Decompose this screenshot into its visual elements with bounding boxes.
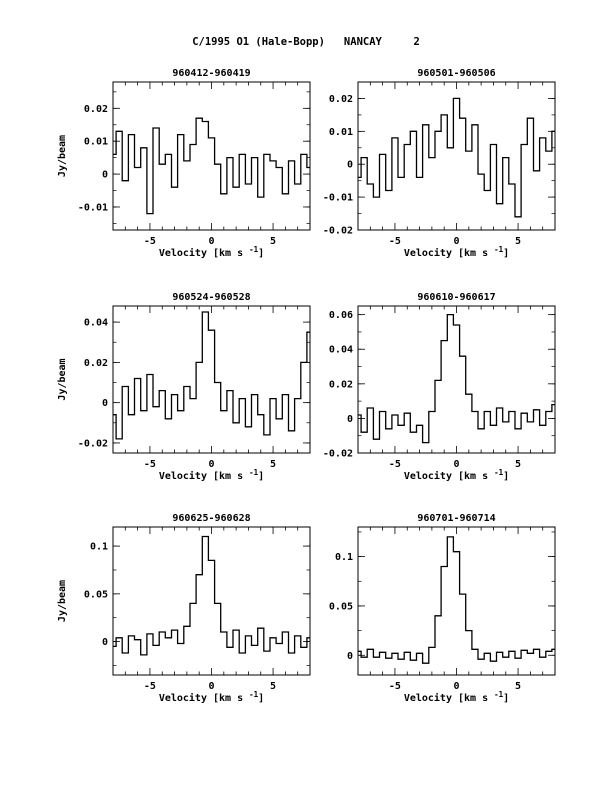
plot-frame: [112, 526, 311, 676]
y-tick-label: -0.01: [323, 193, 353, 204]
x-tick-label: -5: [389, 681, 401, 692]
spectrum-line: [113, 535, 310, 656]
y-tick-label: 0.06: [329, 310, 353, 321]
x-axis-label: Velocity [km s -1]: [404, 245, 509, 259]
spectrum-panel-2: 960501-960506 -5 0 5 -0.02 -0.01 0 0.01 0.02 Velo…: [323, 68, 556, 259]
x-axis-label: Velocity [km s -1]: [404, 468, 509, 482]
x-axis-label: Velocity [km s -1]: [159, 690, 264, 704]
panel-title: 960501-960506: [417, 68, 495, 79]
y-tick-label: 0.01: [84, 137, 108, 148]
panel-title: 960412-960419: [172, 68, 250, 79]
y-axis-label: Jy/beam: [57, 580, 68, 622]
spectrum-line: [113, 311, 310, 440]
y-tick-label: 0.1: [335, 552, 353, 563]
y-tick-label: 0.01: [329, 127, 353, 138]
spectrum-line: [113, 117, 310, 215]
plot-frame: [112, 81, 311, 231]
x-tick-label: 5: [515, 236, 521, 247]
x-axis-label: Velocity [km s -1]: [159, 468, 264, 482]
spectrum-panel-6: 960701-960714 -5 0 5 0 0.05 0.1 Velocity [km s …: [329, 513, 556, 704]
x-tick-label: -5: [144, 681, 156, 692]
y-tick-label: 0.05: [84, 589, 108, 600]
spectrum-line: [358, 97, 555, 218]
x-tick-label: 5: [515, 681, 521, 692]
spectrum-panel-4: 960610-960617 -5 0 5 -0.02 0 0.02 0.04 0.06 Veloc…: [323, 292, 556, 482]
x-tick-label: 0: [453, 236, 459, 247]
spectrum-panel-1: 960412-960419 -5 0 5 -0.01 0 0.01 0.02 Velocity …: [57, 68, 311, 259]
x-tick-label: 0: [208, 459, 214, 470]
y-tick-label: 0: [347, 651, 353, 662]
y-tick-label: 0: [102, 170, 108, 181]
y-tick-label: -0.01: [78, 202, 108, 213]
x-tick-label: -5: [144, 459, 156, 470]
y-tick-label: 0.05: [329, 601, 353, 612]
x-tick-label: 0: [453, 459, 459, 470]
y-tick-label: 0.04: [84, 318, 108, 329]
y-tick-label: 0.02: [84, 104, 108, 115]
y-tick-label: -0.02: [323, 226, 353, 237]
y-axis-label: Jy/beam: [57, 358, 68, 400]
y-tick-label: 0: [102, 637, 108, 648]
x-tick-label: 5: [270, 681, 276, 692]
y-axis-label: Jy/beam: [57, 135, 68, 177]
x-tick-label: 5: [270, 459, 276, 470]
x-tick-label: -5: [144, 236, 156, 247]
y-tick-label: 0.04: [329, 345, 353, 356]
page-title: C/1995 O1 (Hale-Bopp) NANCAY 2: [192, 36, 420, 48]
x-axis-label: Velocity [km s -1]: [159, 245, 264, 259]
plot-frame: [357, 81, 556, 231]
y-tick-label: 0.02: [329, 379, 353, 390]
y-tick-label: 0.02: [329, 94, 353, 105]
x-tick-label: 5: [515, 459, 521, 470]
y-tick-label: -0.02: [78, 438, 108, 449]
y-tick-label: 0: [347, 160, 353, 171]
x-tick-label: 0: [208, 236, 214, 247]
x-tick-label: -5: [389, 236, 401, 247]
x-axis-label: Velocity [km s -1]: [404, 690, 509, 704]
spectrum-line: [358, 313, 555, 444]
panel-title: 960610-960617: [417, 292, 495, 303]
y-tick-label: 0.1: [90, 542, 108, 553]
spectrum-line: [358, 536, 555, 664]
plot-frame: [357, 526, 556, 676]
panel-title: 960524-960528: [172, 292, 250, 303]
spectrum-panel-3: 960524-960528 -5 0 5 -0.02 0 0.02 0.04 Velocity …: [57, 292, 311, 482]
panel-title: 960625-960628: [172, 513, 250, 524]
x-tick-label: 0: [453, 681, 459, 692]
y-tick-label: 0: [102, 398, 108, 409]
x-tick-label: 5: [270, 236, 276, 247]
y-tick-label: -0.02: [323, 449, 353, 460]
y-tick-label: 0.02: [84, 358, 108, 369]
panel-title: 960701-960714: [417, 513, 495, 524]
x-tick-label: -5: [389, 459, 401, 470]
spectrum-panel-5: 960625-960628 -5 0 5 0 0.05 0.1 Velocity [km s …: [57, 513, 311, 704]
plot-frame: [357, 305, 556, 454]
x-tick-label: 0: [208, 681, 214, 692]
y-tick-label: 0: [347, 414, 353, 425]
plot-frame: [112, 305, 311, 454]
